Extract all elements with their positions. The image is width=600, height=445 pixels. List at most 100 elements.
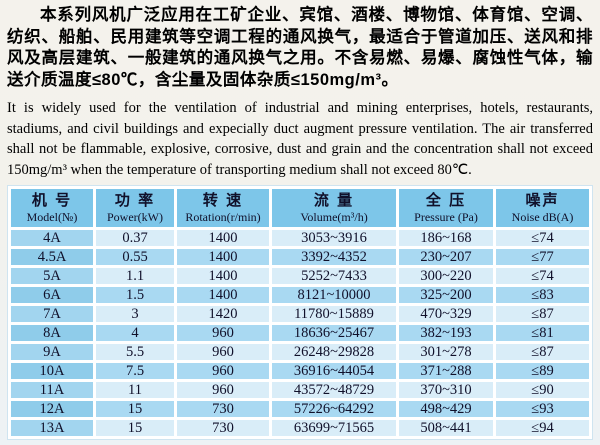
column-header-noise-zh: 噪声	[525, 192, 560, 209]
model-cell: 13A	[11, 420, 93, 436]
pressure-cell: 508~441	[399, 420, 493, 436]
column-header-volume-en: Volume(m³/h)	[300, 210, 368, 224]
power-cell: 1.1	[96, 268, 174, 284]
pressure-cell: 186~168	[399, 230, 493, 246]
column-header-noise-en: Noise dB(A)	[511, 210, 574, 224]
model-cell: 9A	[11, 344, 93, 360]
noise-cell: ≤83	[496, 287, 589, 303]
volume-cell: 63699~71565	[272, 420, 396, 436]
pressure-cell: 301~278	[399, 344, 493, 360]
table-row: 4A 0.37 1400 3053~3916 186~168 ≤74	[11, 230, 589, 246]
power-cell: 7.5	[96, 363, 174, 379]
column-header-noise: 噪声 Noise dB(A)	[496, 189, 589, 227]
volume-cell: 5252~7433	[272, 268, 396, 284]
noise-cell: ≤74	[496, 268, 589, 284]
column-header-model: 机 号 Model(№)	[11, 189, 93, 227]
volume-cell: 43572~48729	[272, 382, 396, 398]
column-header-power: 功 率 Power(kW)	[96, 189, 174, 227]
volume-cell: 36916~44054	[272, 363, 396, 379]
table-header-row: 机 号 Model(№) 功 率 Power(kW) 转 速 Rotation(…	[11, 189, 589, 227]
pressure-cell: 300~220	[399, 268, 493, 284]
column-header-volume-zh: 流 量	[313, 192, 355, 209]
column-header-model-en: Model(№)	[26, 210, 78, 224]
volume-cell: 57226~64292	[272, 401, 396, 417]
power-cell: 15	[96, 401, 174, 417]
rotation-cell: 730	[177, 401, 269, 417]
fan-spec-table: 机 号 Model(№) 功 率 Power(kW) 转 速 Rotation(…	[7, 185, 593, 440]
model-cell: 4A	[11, 230, 93, 246]
column-header-power-zh: 功 率	[114, 192, 156, 209]
intro-paragraph-chinese: 本系列风机广泛应用在工矿企业、宾馆、酒楼、博物馆、体育馆、空调、纺织、船舶、民用…	[7, 6, 593, 89]
model-cell: 6A	[11, 287, 93, 303]
volume-cell: 11780~15889	[272, 306, 396, 322]
table-row: 12A 15 730 57226~64292 498~429 ≤93	[11, 401, 589, 417]
spec-table-body: 4A 0.37 1400 3053~3916 186~168 ≤74 4.5A 0.55 140…	[11, 230, 589, 436]
pressure-cell: 470~329	[399, 306, 493, 322]
model-cell: 11A	[11, 382, 93, 398]
pressure-cell: 371~288	[399, 363, 493, 379]
rotation-cell: 960	[177, 344, 269, 360]
table-row: 8A 4 960 18636~25467 382~193 ≤81	[11, 325, 589, 341]
power-cell: 0.55	[96, 249, 174, 265]
rotation-cell: 1420	[177, 306, 269, 322]
table-row: 5A 1.1 1400 5252~7433 300~220 ≤74	[11, 268, 589, 284]
volume-cell: 26248~29828	[272, 344, 396, 360]
column-header-model-zh: 机 号	[31, 192, 73, 209]
table-row: 4.5A 0.55 1400 3392~4352 230~207 ≤77	[11, 249, 589, 265]
pressure-cell: 230~207	[399, 249, 493, 265]
model-cell: 4.5A	[11, 249, 93, 265]
pressure-cell: 370~310	[399, 382, 493, 398]
noise-cell: ≤87	[496, 344, 589, 360]
column-header-rotation: 转 速 Rotation(r/min)	[177, 189, 269, 227]
rotation-cell: 1400	[177, 268, 269, 284]
table-row: 6A 1.5 1400 8121~10000 325~200 ≤83	[11, 287, 589, 303]
model-cell: 7A	[11, 306, 93, 322]
model-cell: 5A	[11, 268, 93, 284]
column-header-pressure: 全 压 Pressure (Pa)	[399, 189, 493, 227]
power-cell: 0.37	[96, 230, 174, 246]
rotation-cell: 960	[177, 325, 269, 341]
noise-cell: ≤74	[496, 230, 589, 246]
pressure-cell: 325~200	[399, 287, 493, 303]
noise-cell: ≤77	[496, 249, 589, 265]
column-header-pressure-en: Pressure (Pa)	[414, 210, 478, 224]
table-row: 10A 7.5 960 36916~44054 371~288 ≤89	[11, 363, 589, 379]
column-header-volume: 流 量 Volume(m³/h)	[272, 189, 396, 227]
column-header-rotation-zh: 转 速	[202, 192, 244, 209]
table-row: 13A 15 730 63699~71565 508~441 ≤94	[11, 420, 589, 436]
column-header-power-en: Power(kW)	[107, 210, 163, 224]
power-cell: 3	[96, 306, 174, 322]
model-cell: 12A	[11, 401, 93, 417]
rotation-cell: 730	[177, 420, 269, 436]
volume-cell: 8121~10000	[272, 287, 396, 303]
table-row: 9A 5.5 960 26248~29828 301~278 ≤87	[11, 344, 589, 360]
rotation-cell: 1400	[177, 230, 269, 246]
column-header-pressure-zh: 全 压	[425, 192, 467, 209]
noise-cell: ≤93	[496, 401, 589, 417]
volume-cell: 18636~25467	[272, 325, 396, 341]
table-row: 11A 11 960 43572~48729 370~310 ≤90	[11, 382, 589, 398]
volume-cell: 3392~4352	[272, 249, 396, 265]
rotation-cell: 960	[177, 382, 269, 398]
rotation-cell: 1400	[177, 287, 269, 303]
intro-paragraph-english: It is widely used for the ventilation of…	[7, 100, 593, 178]
power-cell: 4	[96, 325, 174, 341]
rotation-cell: 960	[177, 363, 269, 379]
noise-cell: ≤89	[496, 363, 589, 379]
volume-cell: 3053~3916	[272, 230, 396, 246]
rotation-cell: 1400	[177, 249, 269, 265]
pressure-cell: 498~429	[399, 401, 493, 417]
noise-cell: ≤87	[496, 306, 589, 322]
noise-cell: ≤90	[496, 382, 589, 398]
noise-cell: ≤94	[496, 420, 589, 436]
model-cell: 8A	[11, 325, 93, 341]
noise-cell: ≤81	[496, 325, 589, 341]
power-cell: 11	[96, 382, 174, 398]
power-cell: 15	[96, 420, 174, 436]
column-header-rotation-en: Rotation(r/min)	[185, 210, 261, 224]
table-row: 7A 3 1420 11780~15889 470~329 ≤87	[11, 306, 589, 322]
power-cell: 1.5	[96, 287, 174, 303]
power-cell: 5.5	[96, 344, 174, 360]
model-cell: 10A	[11, 363, 93, 379]
pressure-cell: 382~193	[399, 325, 493, 341]
